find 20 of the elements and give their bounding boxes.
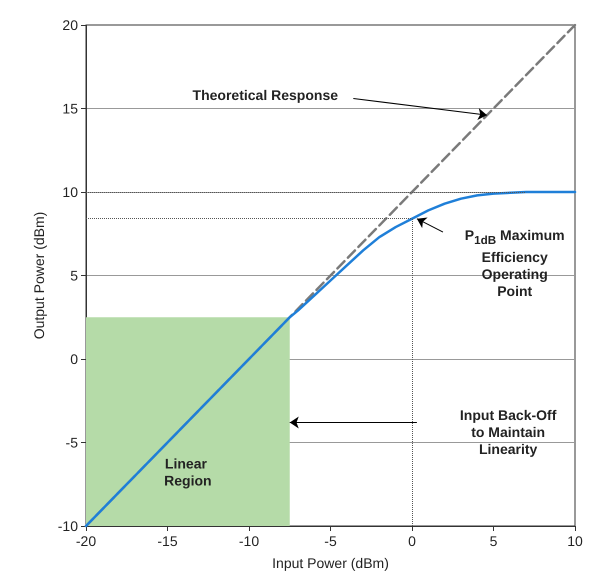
y-tick-label: 10 [62,184,78,200]
y-axis-title: Output Power (dBm) [31,212,47,340]
y-tick-label: 20 [62,17,78,33]
y-tick-label: -10 [58,518,78,534]
x-tick-label: -20 [76,533,96,549]
x-tick-label: 10 [567,533,583,549]
annotation: Input Back-Off to Maintain Linearity [458,407,558,458]
y-tick-label: 5 [70,268,78,284]
annotation: Theoretical Response [192,86,340,104]
x-tick-label: 0 [408,533,416,549]
y-tick-label: -5 [66,434,78,450]
annotation: P$_{1dB}$ Maximum Efficiency Operating Point [464,227,565,300]
x-tick-label: -10 [238,533,260,549]
x-axis-title: Input Power (dBm) [272,555,389,571]
band-label: Linear Region [164,456,212,489]
x-tick-label: 5 [490,533,498,549]
x-tick-label: -15 [157,533,178,549]
y-tick-label: 0 [70,351,78,367]
y-tick-label: 15 [62,100,78,116]
x-tick-label: -5 [324,533,337,549]
